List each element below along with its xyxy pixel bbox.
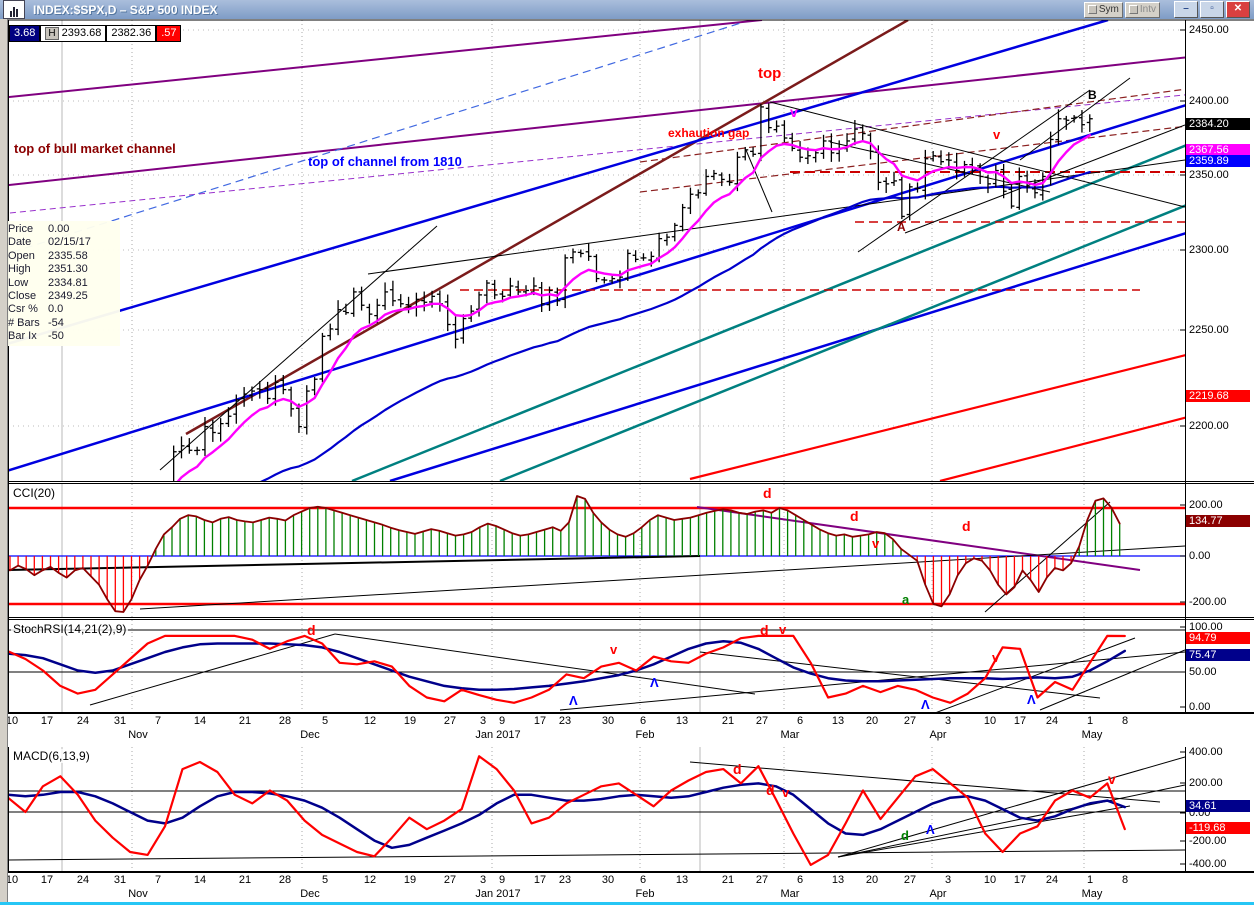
maximize-button[interactable]: ▫ [1200,1,1224,18]
window-left-frame [0,19,8,905]
date-axis-middle[interactable] [0,713,1254,747]
minimize-button[interactable]: – [1174,1,1198,18]
sym-button[interactable]: Sym [1083,1,1123,18]
cci-trendlines [8,501,1185,613]
app-icon [3,0,25,19]
intv-button[interactable]: Intv [1124,1,1160,18]
close-button[interactable]: ✕ [1226,1,1250,18]
stochrsi-plot [8,634,1127,704]
gridlines [8,20,1185,871]
intv-icon [1128,5,1138,14]
title-bar[interactable]: INDEX:$SPX,D – S&P 500 INDEX Sym Intv – … [0,0,1254,19]
price-bars [173,103,1093,481]
sym-icon [1087,5,1097,14]
stochrsi-trendlines [8,629,1185,712]
cci-plot [9,495,1121,613]
window-title: INDEX:$SPX,D – S&P 500 INDEX [33,2,218,17]
date-axis-bottom[interactable] [0,872,1254,904]
window-bottom-edge[interactable] [0,902,1254,905]
macd-plot [8,755,1127,867]
